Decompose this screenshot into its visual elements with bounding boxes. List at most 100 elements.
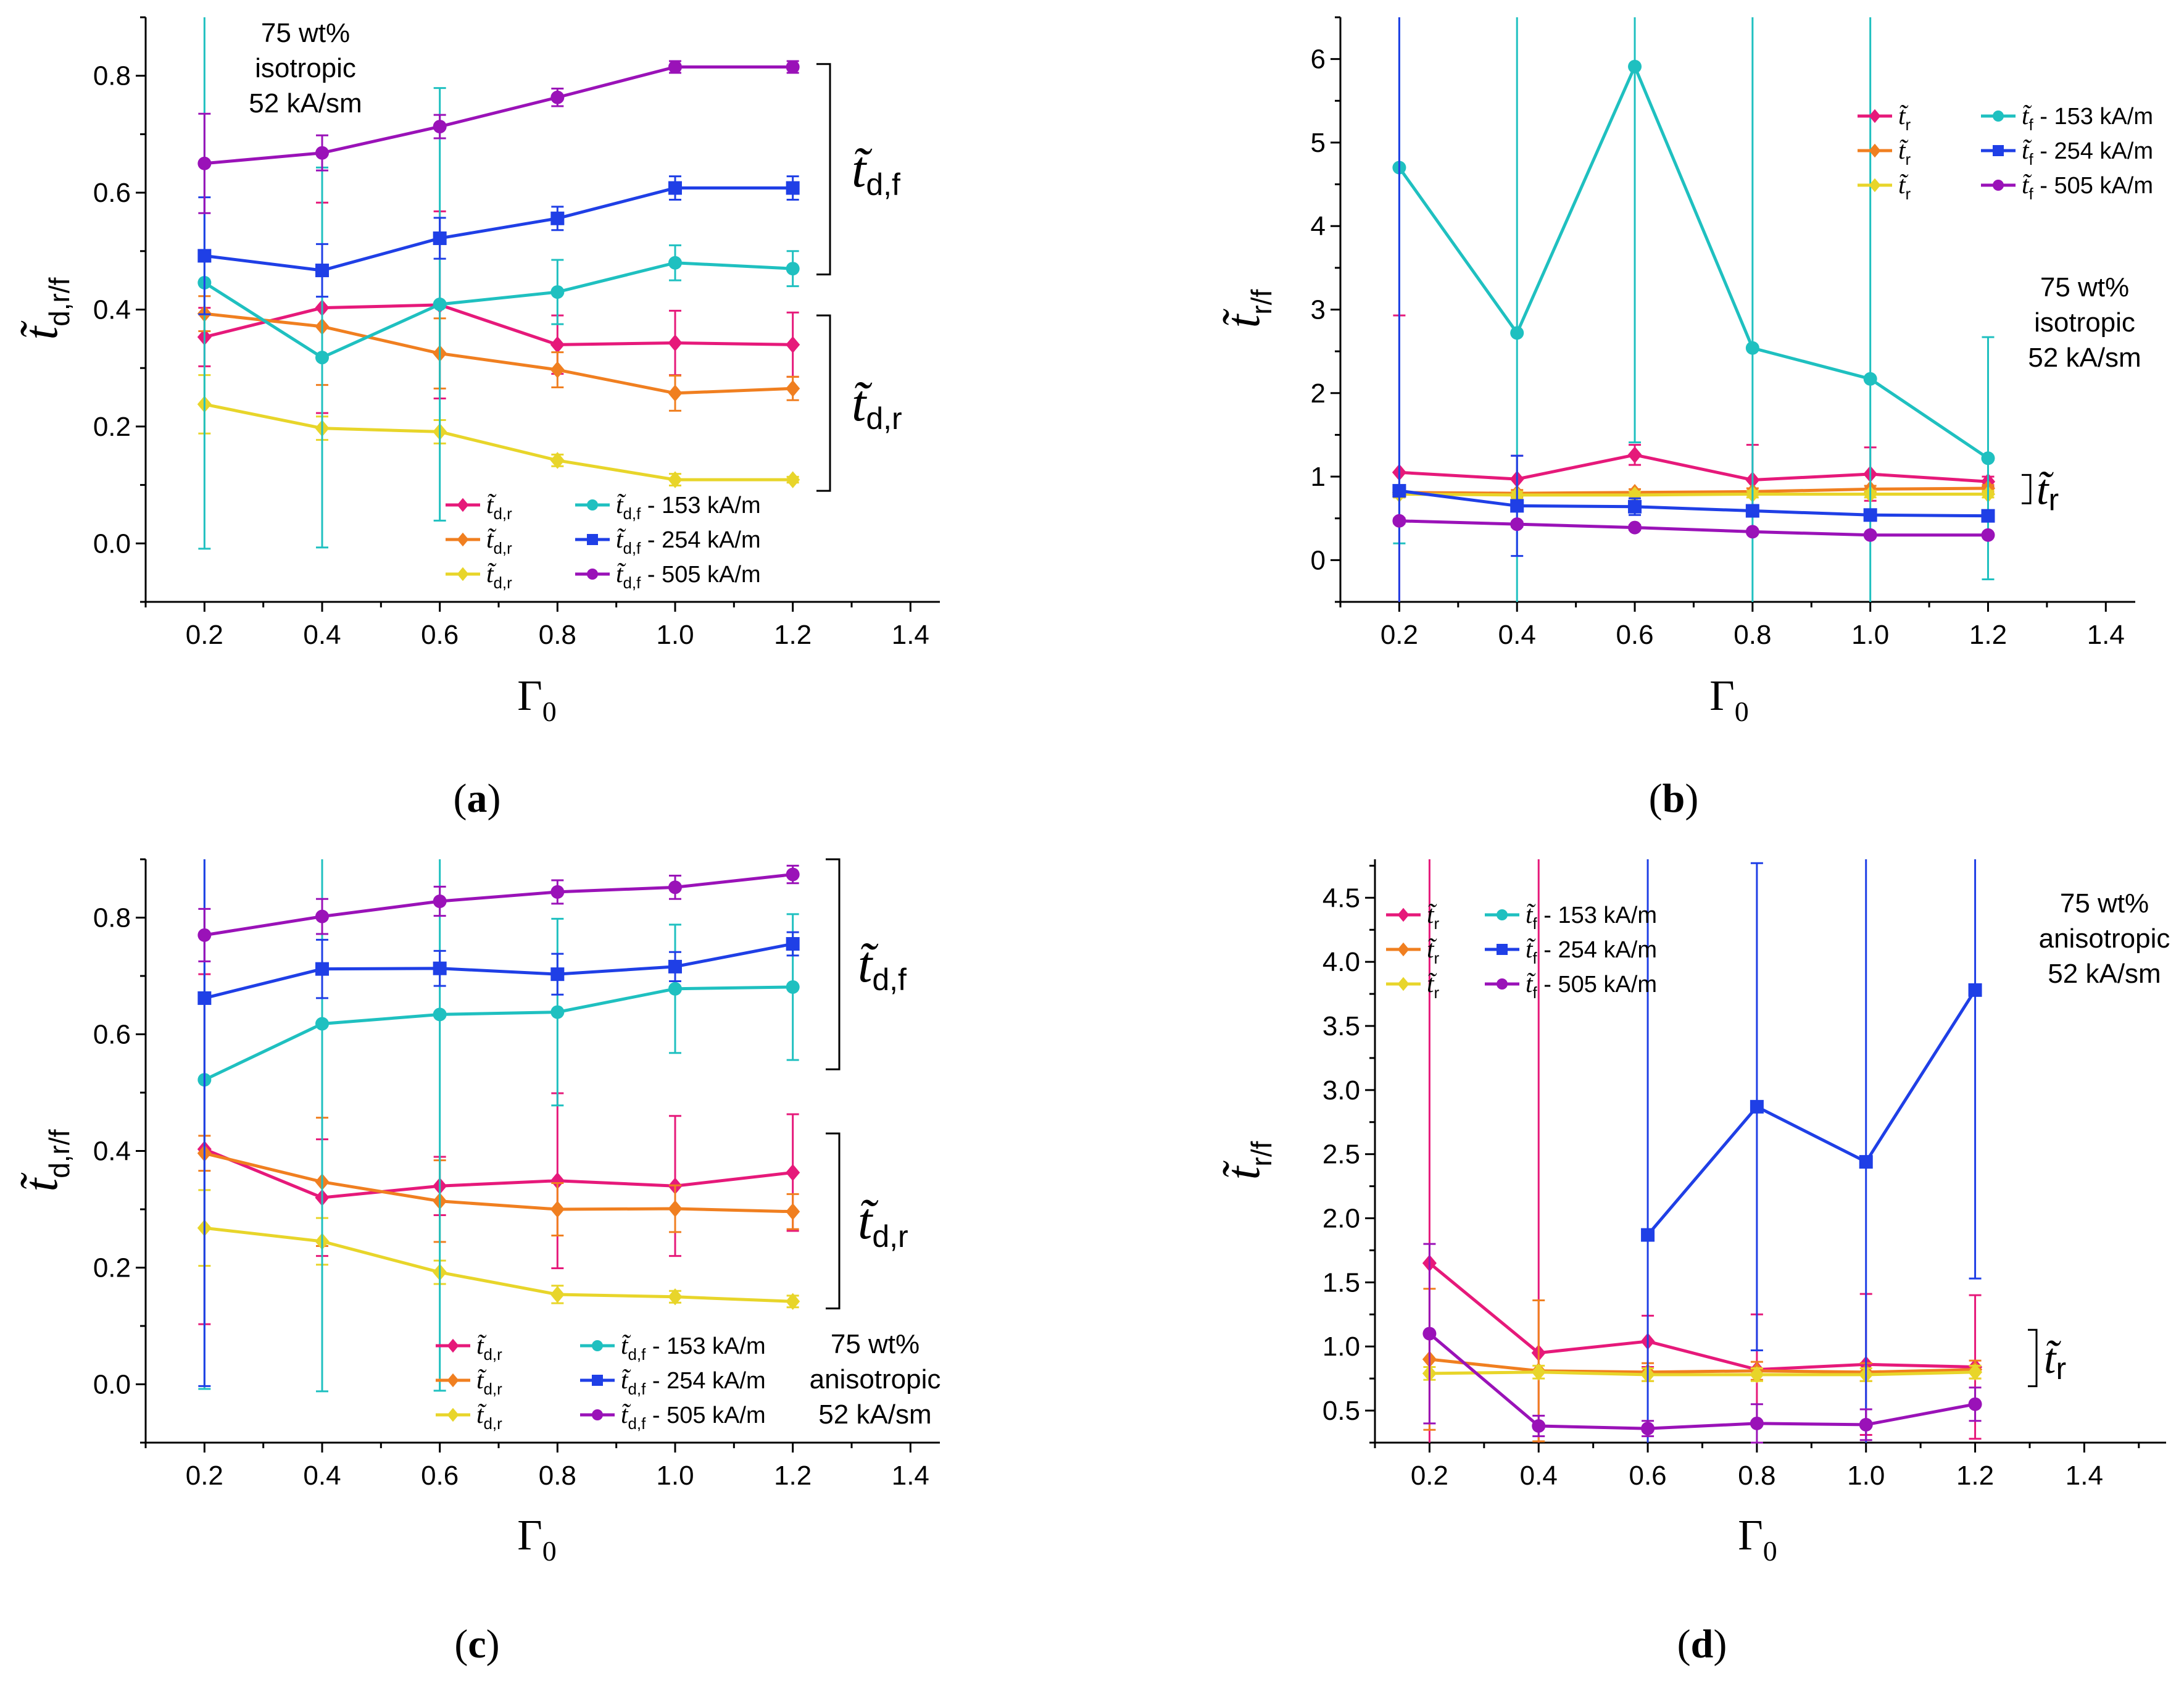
data-point	[1628, 520, 1642, 535]
data-point	[668, 982, 682, 996]
data-point	[1968, 1397, 1982, 1411]
data-point	[550, 452, 565, 469]
data-point	[315, 146, 329, 160]
x-tick-label: 0.8	[539, 620, 576, 650]
data-point	[1627, 446, 1642, 464]
bracket	[826, 1132, 841, 1310]
legend-label: t̃f - 153 kA/m	[1526, 900, 1657, 933]
x-axis-title: Γ0	[1709, 672, 1748, 727]
legend-marker	[1869, 178, 1881, 193]
bracket-label: t̃d,f	[858, 936, 907, 997]
x-tick-label: 0.4	[303, 1461, 341, 1491]
legend-label: t̃f - 254 kA/m	[2022, 136, 2153, 169]
data-point	[668, 880, 682, 894]
series-line	[204, 1148, 793, 1199]
condition-note: isotropic	[255, 53, 356, 83]
legend-marker	[447, 1338, 459, 1353]
data-point	[1745, 504, 1759, 518]
condition-note: 52 kA/sm	[818, 1399, 931, 1430]
data-point	[1981, 528, 1995, 542]
legend-marker	[587, 534, 598, 545]
series-line	[203, 261, 793, 359]
data-point	[668, 181, 682, 195]
data-point	[433, 231, 447, 245]
series-line	[204, 873, 793, 937]
data-point	[1863, 372, 1877, 386]
series-line	[1428, 1332, 1976, 1430]
data-point	[1531, 1364, 1546, 1381]
series-5	[1641, 859, 1982, 1443]
data-point	[668, 256, 682, 270]
x-tick-label: 1.2	[1969, 620, 2007, 650]
data-point	[550, 336, 565, 354]
legend-marker	[1993, 180, 2004, 191]
y-tick-label: 1.0	[1322, 1332, 1360, 1362]
data-point	[550, 90, 565, 104]
data-point	[1750, 1099, 1764, 1114]
series-line	[1428, 1262, 1975, 1372]
series-line	[1429, 1370, 1975, 1377]
bracket	[816, 314, 831, 492]
bracket	[826, 858, 841, 1070]
legend-marker	[1397, 907, 1410, 922]
y-tick-label: 2.5	[1322, 1140, 1360, 1170]
series-line	[1646, 989, 1977, 1236]
legend-marker	[587, 569, 598, 580]
data-point	[786, 60, 800, 74]
y-tick-label: 1	[1311, 462, 1326, 492]
x-tick-label: 0.6	[421, 620, 459, 650]
y-tick-label: 0.2	[93, 1253, 131, 1283]
legend-marker	[457, 567, 469, 581]
bracket	[2022, 473, 2032, 504]
legend-marker	[1869, 109, 1881, 123]
data-point	[315, 909, 329, 923]
data-point	[668, 1200, 683, 1217]
x-tick-label: 1.0	[656, 1461, 694, 1491]
data-point	[786, 1164, 800, 1182]
data-point	[1392, 484, 1406, 498]
legend-label: t̃f - 153 kA/m	[2022, 101, 2153, 134]
legend-marker	[1397, 977, 1410, 991]
data-point	[1422, 1327, 1437, 1341]
data-point	[668, 385, 683, 402]
y-tick-label: 6	[1311, 44, 1326, 75]
data-point	[786, 380, 800, 398]
x-tick-label: 1.4	[2087, 620, 2125, 650]
series-line	[204, 186, 793, 272]
data-point	[786, 980, 800, 994]
series-line	[204, 1226, 793, 1303]
data-point	[1968, 1364, 1983, 1381]
series-line	[204, 312, 793, 395]
x-tick-label: 1.2	[1956, 1461, 1994, 1491]
y-tick-label: 3.0	[1322, 1075, 1360, 1106]
y-tick-label: 4	[1311, 211, 1326, 241]
data-point	[1641, 1422, 1655, 1436]
x-tick-label: 0.2	[1411, 1461, 1448, 1491]
data-point	[786, 181, 800, 195]
y-tick-label: 1.5	[1322, 1267, 1360, 1298]
legend-label: t̃f - 505 kA/m	[2022, 170, 2153, 203]
data-point	[1745, 525, 1759, 539]
legend-marker	[592, 1340, 603, 1351]
panel-c: 0.2 0.4 0.6 0.8 1.0 1.2 1.4 0.0 0.2 0.4 0.6 0.8 Γ0 t̃…	[14, 858, 940, 1667]
legend-marker	[457, 532, 469, 547]
data-point	[1510, 517, 1524, 531]
series-line	[1429, 1357, 1975, 1374]
series-line	[204, 942, 794, 1000]
panel-caption: (c)	[454, 1622, 499, 1667]
y-tick-label: 0.2	[93, 412, 131, 442]
x-tick-label: 0.6	[421, 1461, 459, 1491]
x-tick-label: 0.4	[1520, 1461, 1558, 1491]
series-line	[204, 65, 793, 165]
legend-marker	[587, 499, 598, 511]
legend-marker	[592, 1375, 603, 1386]
data-point	[786, 471, 800, 488]
panels-group: 0.2 0.4 0.6 0.8 1.0 1.2 1.4 0.0 0.2 0.4 0.6 0.8 Γ0 t̃…	[14, 16, 2170, 1667]
data-point	[550, 285, 565, 299]
data-point	[786, 937, 800, 951]
data-point	[786, 262, 800, 276]
data-point	[668, 60, 682, 74]
x-tick-label: 0.4	[303, 620, 341, 650]
